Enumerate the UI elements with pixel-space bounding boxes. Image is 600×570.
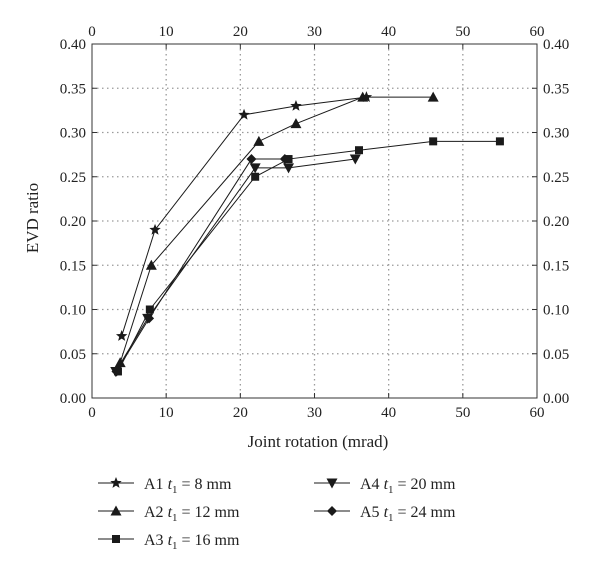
y-tick-label-right: 0.40: [543, 37, 569, 53]
y-tick-label: 0.40: [60, 37, 86, 53]
y-tick-label-right: 0.25: [543, 170, 569, 186]
series-a4: [110, 154, 361, 377]
x-tick-label: 30: [307, 405, 322, 421]
data-point-a5: [144, 313, 155, 324]
data-point-a3: [429, 137, 438, 146]
legend-item-a5: A5 t1 = 24 mm: [314, 504, 456, 524]
data-point-a3: [145, 305, 154, 314]
x-tick-label-top: 50: [455, 24, 470, 40]
series-line-a3: [117, 140, 500, 372]
series-a5: [111, 154, 290, 377]
y-tick-label-right: 0.05: [543, 347, 569, 363]
data-point-a1: [238, 108, 250, 120]
y-tick-label-right: 0.00: [543, 391, 569, 407]
data-point-a5: [279, 154, 290, 165]
y-tick-label-right: 0.10: [543, 303, 569, 319]
legend-marker: [326, 478, 338, 489]
data-point-a2: [290, 118, 302, 129]
y-tick-label: 0.15: [60, 258, 86, 274]
x-tick-label-top: 30: [307, 24, 322, 40]
data-point-a1: [115, 330, 128, 341]
y-tick-label-right: 0.35: [543, 81, 569, 97]
y-tick-label: 0.25: [60, 170, 86, 186]
series-line-a5: [116, 158, 285, 372]
legend-marker: [110, 505, 122, 516]
y-tick-label: 0.35: [60, 81, 86, 97]
y-tick-label-right: 0.20: [543, 214, 569, 230]
series-a1: [115, 91, 373, 341]
data-point-a4: [283, 163, 295, 174]
x-tick-label: 10: [159, 405, 174, 421]
legend-item-a4: A4 t1 = 20 mm: [314, 476, 456, 496]
series-line-a2: [119, 96, 434, 363]
y-tick-label: 0.20: [60, 214, 86, 230]
y-tick-label-right: 0.30: [543, 126, 569, 142]
axis-titles: Joint rotation (mrad) EVD ratio: [23, 183, 388, 451]
data-point-a3: [355, 146, 363, 155]
legend-label: A1 t1 = 8 mm: [144, 476, 232, 496]
data-point-a1: [149, 223, 161, 235]
legend-item-a3: A3 t1 = 16 mm: [98, 532, 240, 552]
legend-marker: [110, 477, 122, 488]
legend: A1 t1 = 8 mm A2 t1 = 12 mm A3 t1 = 16 mm A4…: [98, 476, 456, 552]
y-tick-label: 0.00: [60, 391, 86, 407]
data-point-a2: [114, 357, 126, 368]
data-point-a2: [427, 91, 439, 102]
data-point-a1: [290, 99, 302, 111]
legend-marker: [112, 535, 120, 543]
y-tick-label: 0.30: [60, 126, 86, 142]
y-axis-title: EVD ratio: [23, 183, 42, 253]
data-point-a3: [495, 137, 504, 146]
legend-label: A5 t1 = 24 mm: [360, 504, 456, 524]
legend-label: A4 t1 = 20 mm: [360, 476, 456, 496]
x-axis-title: Joint rotation (mrad): [248, 432, 389, 451]
legend-item-a2: A2 t1 = 12 mm: [98, 504, 240, 524]
grid-lines: [92, 44, 537, 398]
x-tick-label-top: 20: [233, 24, 248, 40]
data-point-a5: [246, 154, 257, 165]
data-point-a2: [253, 135, 265, 146]
data-point-a4: [249, 163, 261, 174]
data-point-a4: [349, 154, 361, 165]
data-point-a2: [357, 91, 369, 102]
x-tick-label: 60: [530, 405, 545, 421]
y-tick-label: 0.05: [60, 347, 86, 363]
plot-frame: [91, 43, 538, 399]
x-tick-label: 40: [381, 405, 396, 421]
legend-item-a1: A1 t1 = 8 mm: [98, 476, 232, 496]
series-group: [110, 91, 504, 377]
x-tick-label-top: 60: [530, 24, 545, 40]
x-tick-label-top: 0: [88, 24, 96, 40]
legend-marker: [327, 506, 337, 516]
data-point-a5: [111, 366, 122, 377]
x-tick-label: 0: [88, 405, 96, 421]
x-tick-label: 20: [233, 405, 248, 421]
legend-label: A3 t1 = 16 mm: [144, 532, 240, 552]
y-tick-label: 0.10: [60, 303, 86, 319]
legend-label: A2 t1 = 12 mm: [144, 504, 240, 524]
series-a3: [113, 137, 504, 376]
y-tick-label-right: 0.15: [543, 258, 569, 274]
series-a2: [114, 91, 439, 368]
x-tick-label-top: 40: [381, 24, 396, 40]
x-tick-label: 50: [455, 405, 470, 421]
data-point-a3: [251, 172, 260, 181]
x-tick-label-top: 10: [159, 24, 174, 40]
data-point-a1: [360, 91, 373, 102]
data-point-a2: [145, 259, 157, 270]
